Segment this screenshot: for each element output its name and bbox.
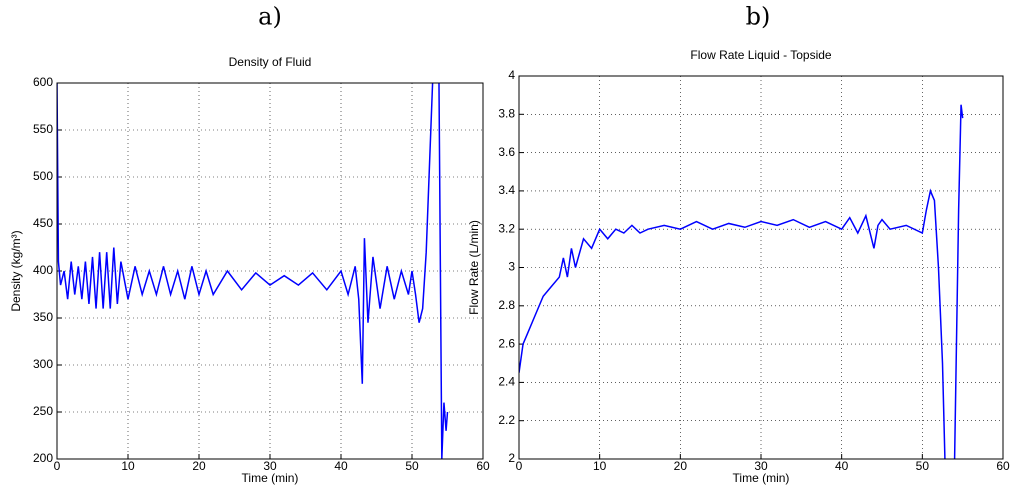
y-tick-label: 250 xyxy=(33,404,53,418)
chart-title: Flow Rate Liquid - Topside xyxy=(690,48,832,62)
x-axis-label: Time (min) xyxy=(733,471,790,485)
y-tick-label: 2.2 xyxy=(498,413,515,427)
y-tick-label: 3 xyxy=(508,260,515,274)
x-tick-label: 60 xyxy=(476,459,490,473)
y-tick-label: 3.8 xyxy=(498,106,515,120)
panel-label: a) xyxy=(258,3,282,31)
x-tick-label: 60 xyxy=(996,459,1010,473)
x-tick-label: 0 xyxy=(54,459,61,473)
y-tick-label: 600 xyxy=(33,75,53,89)
plot-frame xyxy=(56,82,484,460)
y-tick-label: 2 xyxy=(508,451,515,465)
y-tick-label: 300 xyxy=(33,357,53,371)
x-tick-label: 40 xyxy=(835,459,849,473)
x-tick-label: 40 xyxy=(334,459,348,473)
y-tick-label: 3.2 xyxy=(498,221,515,235)
y-tick-label: 200 xyxy=(33,451,53,465)
y-tick-label: 4 xyxy=(508,68,515,82)
x-tick-label: 10 xyxy=(593,459,607,473)
x-tick-label: 10 xyxy=(121,459,135,473)
x-tick-label: 20 xyxy=(674,459,688,473)
y-tick-label: 400 xyxy=(33,263,53,277)
y-tick-label: 550 xyxy=(33,122,53,136)
y-tick-label: 500 xyxy=(33,169,53,183)
data-line xyxy=(57,83,449,459)
y-tick-label: 3.6 xyxy=(498,145,515,159)
x-tick-label: 50 xyxy=(916,459,930,473)
x-axis-label: Time (min) xyxy=(242,471,299,485)
y-tick-label: 2.4 xyxy=(498,375,515,389)
panel-label: b) xyxy=(746,3,771,31)
x-tick-label: 20 xyxy=(192,459,206,473)
x-tick-label: 50 xyxy=(405,459,419,473)
y-axis-label: Density (kg/m³) xyxy=(9,230,23,311)
y-tick-label: 450 xyxy=(33,216,53,230)
chart-title: Density of Fluid xyxy=(229,55,312,69)
x-tick-label: 30 xyxy=(754,459,768,473)
data-line xyxy=(519,104,964,459)
y-tick-label: 2.8 xyxy=(498,298,515,312)
y-axis-label: Flow Rate (L/min) xyxy=(467,220,481,315)
x-tick-label: 30 xyxy=(263,459,277,473)
y-tick-label: 3.4 xyxy=(498,183,515,197)
y-tick-label: 2.6 xyxy=(498,336,515,350)
plot-frame xyxy=(518,75,1004,460)
y-tick-label: 350 xyxy=(33,310,53,324)
x-tick-label: 0 xyxy=(516,459,523,473)
